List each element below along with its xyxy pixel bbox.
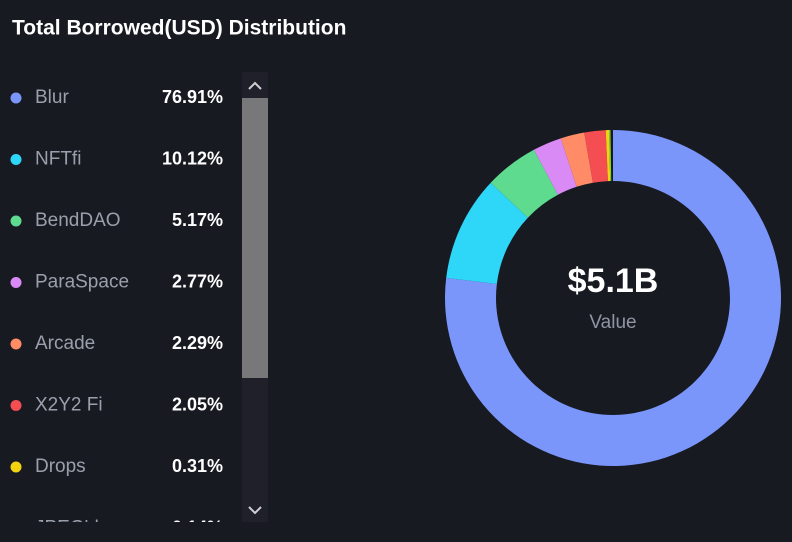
legend-marker <box>10 338 22 350</box>
legend-value: 2.29% <box>172 333 223 353</box>
legend-label: NFTfi <box>35 149 81 170</box>
legend-label: JPEG'd <box>35 518 99 539</box>
legend-label: Blur <box>35 87 69 108</box>
legend-value: 0.14% <box>172 517 223 537</box>
chart-title: Total Borrowed(USD) Distribution <box>12 17 346 40</box>
legend-value: 2.05% <box>172 394 223 414</box>
legend-label: Arcade <box>35 333 95 354</box>
donut-slice <box>445 130 781 466</box>
donut-slice <box>446 182 528 284</box>
scroll-down-arrow[interactable] <box>248 506 262 515</box>
legend-label: BendDAO <box>35 210 121 231</box>
legend-value: 76.91% <box>162 87 223 107</box>
legend-label: Drops <box>35 456 86 477</box>
legend-marker <box>10 461 22 473</box>
donut-slice <box>490 149 558 218</box>
scrollbar-thumb[interactable] <box>242 98 268 378</box>
donut-slice <box>605 130 611 182</box>
center-sublabel: Value <box>589 312 636 333</box>
legend-value: 2.77% <box>172 271 223 291</box>
legend-value: 10.12% <box>162 148 223 168</box>
donut-slice <box>560 132 593 187</box>
legend-marker <box>10 154 22 165</box>
scroll-up-arrow[interactable] <box>248 81 262 90</box>
legend-label: X2Y2 Fi <box>35 395 103 416</box>
donut-slice <box>608 130 612 182</box>
legend-value: 5.17% <box>172 210 223 230</box>
center-label: $5.1B <box>568 262 659 300</box>
legend-marker <box>10 400 22 411</box>
donut <box>445 130 781 466</box>
donut-slice <box>533 138 577 195</box>
legend: Blur 76.91% NFTfi 10.12% BendDAO 5.17% ParaSpa… <box>10 87 223 539</box>
legend-marker <box>10 215 22 227</box>
legend-marker <box>10 277 22 288</box>
legend-label: ParaSpace <box>35 272 129 293</box>
legend-value: 0.31% <box>172 456 223 476</box>
donut-slice <box>584 130 608 183</box>
legend-marker <box>10 92 22 104</box>
